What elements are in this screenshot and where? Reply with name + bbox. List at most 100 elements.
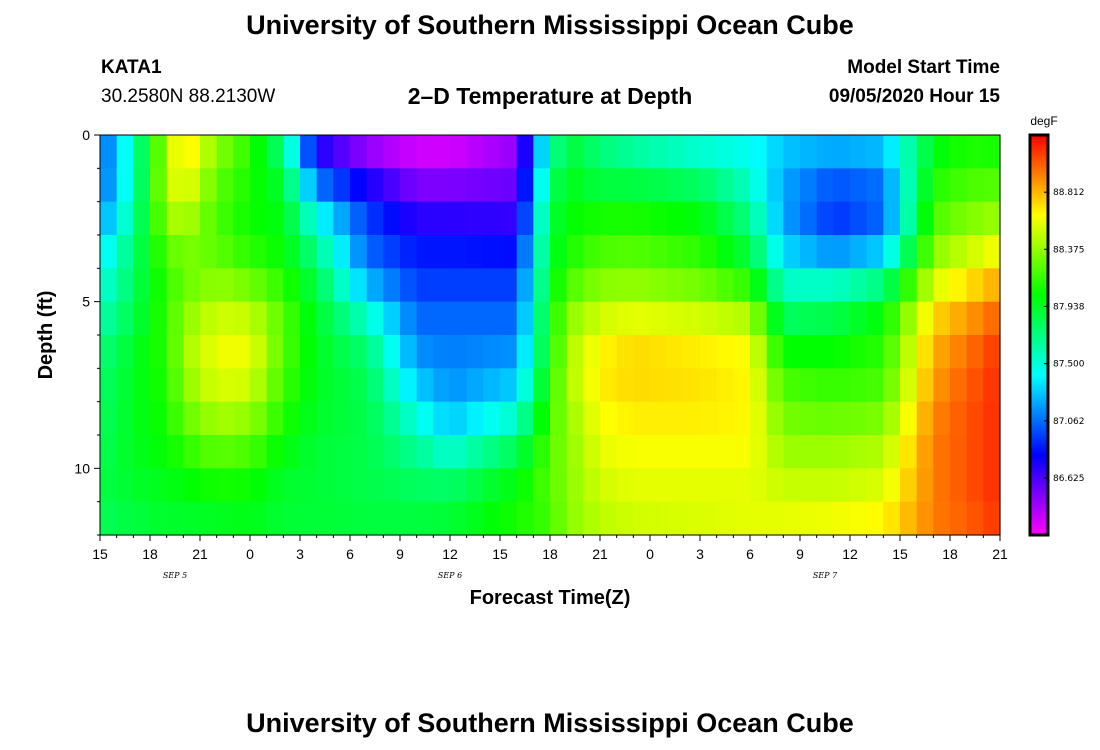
heatmap-cell (566, 435, 584, 469)
heatmap-cell (583, 368, 601, 403)
heatmap-cell (200, 368, 218, 403)
heatmap-cell (866, 235, 884, 269)
heatmap-cell (916, 435, 934, 469)
x-tick-label: 6 (746, 546, 754, 562)
heatmap-cell (683, 435, 701, 469)
heatmap-cell (916, 301, 934, 336)
heatmap-cell (166, 501, 184, 536)
heatmap-cell (433, 335, 451, 369)
heatmap-cell (383, 501, 401, 536)
heatmap-cell (550, 468, 568, 503)
heatmap-cell (283, 168, 301, 203)
heatmap-cell (850, 235, 868, 269)
heatmap-cell (200, 501, 218, 536)
heatmap-cell (533, 201, 551, 236)
heatmap-cell (783, 435, 801, 469)
heatmap-cell (666, 268, 684, 303)
heatmap-cell (633, 335, 651, 369)
heatmap-cell (933, 435, 951, 469)
heatmap-cell (716, 235, 734, 269)
heatmap-cell (316, 268, 334, 303)
heatmap-cell (216, 301, 234, 336)
heatmap-cell (266, 501, 284, 536)
heatmap-cell (433, 201, 451, 236)
heatmap-cell (383, 468, 401, 503)
heatmap-cell (183, 201, 201, 236)
heatmap-cell (116, 301, 134, 336)
heatmap-cell (833, 168, 851, 203)
heatmap-cell (583, 201, 601, 236)
heatmap-cell (216, 501, 234, 536)
heatmap-cell (500, 135, 518, 169)
heatmap-cell (666, 301, 684, 336)
heatmap-cell (200, 201, 218, 236)
heatmap-cell (116, 168, 134, 203)
x-tick-label: 3 (296, 546, 304, 562)
heatmap-cell (450, 135, 468, 169)
heatmap-cell (100, 135, 118, 169)
heatmap-cell (933, 235, 951, 269)
heatmap-cell (266, 335, 284, 369)
heatmap-cell (433, 301, 451, 336)
heatmap-cell (266, 201, 284, 236)
heatmap-cell (266, 368, 284, 403)
heatmap-cell (516, 168, 534, 203)
heatmap-cell (950, 235, 968, 269)
heatmap-cell (666, 201, 684, 236)
heatmap-cell (783, 268, 801, 303)
heatmap-cell (266, 301, 284, 336)
heatmap-cell (716, 135, 734, 169)
heatmap-cell (500, 368, 518, 403)
heatmap-cell (533, 435, 551, 469)
heatmap-cell (233, 335, 251, 369)
heatmap-cell (283, 235, 301, 269)
heatmap-cell (933, 135, 951, 169)
heatmap-cell (450, 235, 468, 269)
heatmap-cell (683, 268, 701, 303)
heatmap-cell (850, 368, 868, 403)
heatmap-cell (733, 435, 751, 469)
heatmap-cell (950, 135, 968, 169)
heatmap-cell (500, 501, 518, 536)
heatmap-cell (733, 268, 751, 303)
heatmap-cell (200, 235, 218, 269)
heatmap-cell (300, 135, 318, 169)
heatmap-cell (883, 468, 901, 503)
heatmap-cell (783, 135, 801, 169)
heatmap-cell (450, 335, 468, 369)
heatmap-cell (400, 235, 418, 269)
heatmap-cell (466, 268, 484, 303)
heatmap-cell (383, 401, 401, 436)
heatmap-cell (533, 335, 551, 369)
heatmap-cell (433, 501, 451, 536)
heatmap-cell (833, 401, 851, 436)
heatmap-cell (183, 468, 201, 503)
heatmap-cell (516, 235, 534, 269)
heatmap-cell (600, 135, 618, 169)
heatmap-cell (250, 401, 268, 436)
heatmap-cell (516, 468, 534, 503)
heatmap-cell (383, 135, 401, 169)
heatmap-cell (150, 301, 168, 336)
heatmap-cell (333, 301, 351, 336)
heatmap-cell (516, 301, 534, 336)
heatmap-cell (716, 501, 734, 536)
heatmap-cell (333, 368, 351, 403)
heatmap-cell (433, 268, 451, 303)
heatmap-cell (900, 268, 918, 303)
heatmap-cell (166, 435, 184, 469)
heatmap-cell (800, 235, 818, 269)
heatmap-cell (483, 201, 501, 236)
heatmap-cell (966, 468, 984, 503)
heatmap-cell (166, 368, 184, 403)
heatmap-cell (950, 501, 968, 536)
heatmap-cell (550, 168, 568, 203)
heatmap-cell (866, 135, 884, 169)
heatmap-cell (800, 368, 818, 403)
heatmap-cell (300, 501, 318, 536)
heatmap-cell (750, 401, 768, 436)
heatmap-cell (883, 301, 901, 336)
heatmap-cell (866, 435, 884, 469)
heatmap-cell (983, 435, 1001, 469)
